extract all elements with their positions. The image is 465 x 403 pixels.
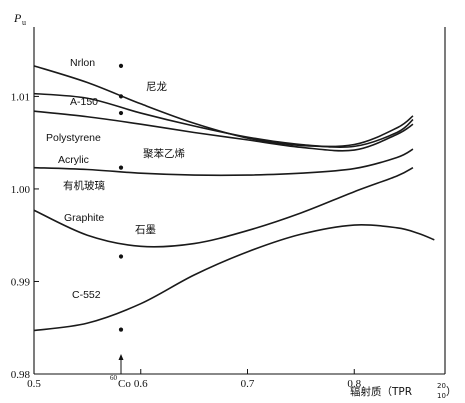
data-point-a-150	[118, 94, 124, 99]
series-label-zh-acrylic: 有机玻璃	[63, 179, 105, 192]
y-axis-label-subscript: u	[22, 18, 26, 27]
x-tick-label: 0.6	[134, 378, 148, 390]
data-point-nrlon	[118, 63, 124, 68]
series-label-zh-graphite: 石墨	[135, 224, 156, 236]
data-point-polystyrene	[118, 110, 124, 116]
y-tick-label: 0.98	[11, 369, 31, 381]
co60-label: Co	[118, 378, 131, 390]
x-axis-label-subscript: 10	[437, 392, 446, 400]
series-label-zh-polystyrene: 聚苯乙烯	[143, 147, 185, 160]
series-labels: Nrlon 尼龙 A-150 Polystyrene 聚苯乙烯 Acrylic 有机玻璃 Gr…	[46, 57, 185, 301]
y-axis-label: P	[13, 11, 22, 25]
series-label-zh-nrlon: 尼龙	[146, 80, 167, 93]
y-tick-label: 1.01	[11, 91, 30, 103]
data-point-graphite	[118, 254, 124, 259]
y-tick-label: 1.00	[11, 184, 31, 196]
series-line-c-552	[33, 223, 435, 332]
x-axis-label-superscript: 20	[437, 382, 446, 390]
x-tick-label: 0.7	[241, 378, 255, 390]
x-tick-label: 0.8	[347, 378, 361, 390]
series-label-polystyrene: Polystyrene	[46, 132, 101, 144]
series-line-a-150	[33, 92, 414, 148]
y-tick-label: 0.99	[11, 276, 31, 288]
x-axis-label-close: ）	[446, 386, 457, 398]
co60-marker-arrow	[118, 354, 124, 360]
series-line-graphite	[33, 166, 414, 248]
series-label-c-552: C-552	[72, 289, 101, 301]
x-tick-label: 0.5	[27, 378, 41, 390]
axes: 0.98 0.99 1.00 1.01 0.5 0.6 0.7 0.8 P u 辐射质（TPR 20 1…	[11, 11, 457, 400]
series-label-a-150: A-150	[70, 96, 98, 108]
series-line-acrylic	[33, 148, 414, 177]
data-point-c-552	[118, 327, 124, 332]
series-label-acrylic: Acrylic	[58, 154, 89, 166]
data-point-acrylic	[118, 165, 124, 170]
series-label-graphite: Graphite	[64, 212, 104, 224]
curves	[33, 65, 435, 332]
data-points	[118, 63, 124, 332]
series-line-nrlon	[33, 65, 414, 148]
series-line-polystyrene	[33, 110, 414, 152]
co60-superscript: 60	[110, 374, 118, 382]
series-label-nrlon: Nrlon	[70, 57, 95, 69]
x-axis-label: 辐射质（TPR	[350, 385, 412, 398]
